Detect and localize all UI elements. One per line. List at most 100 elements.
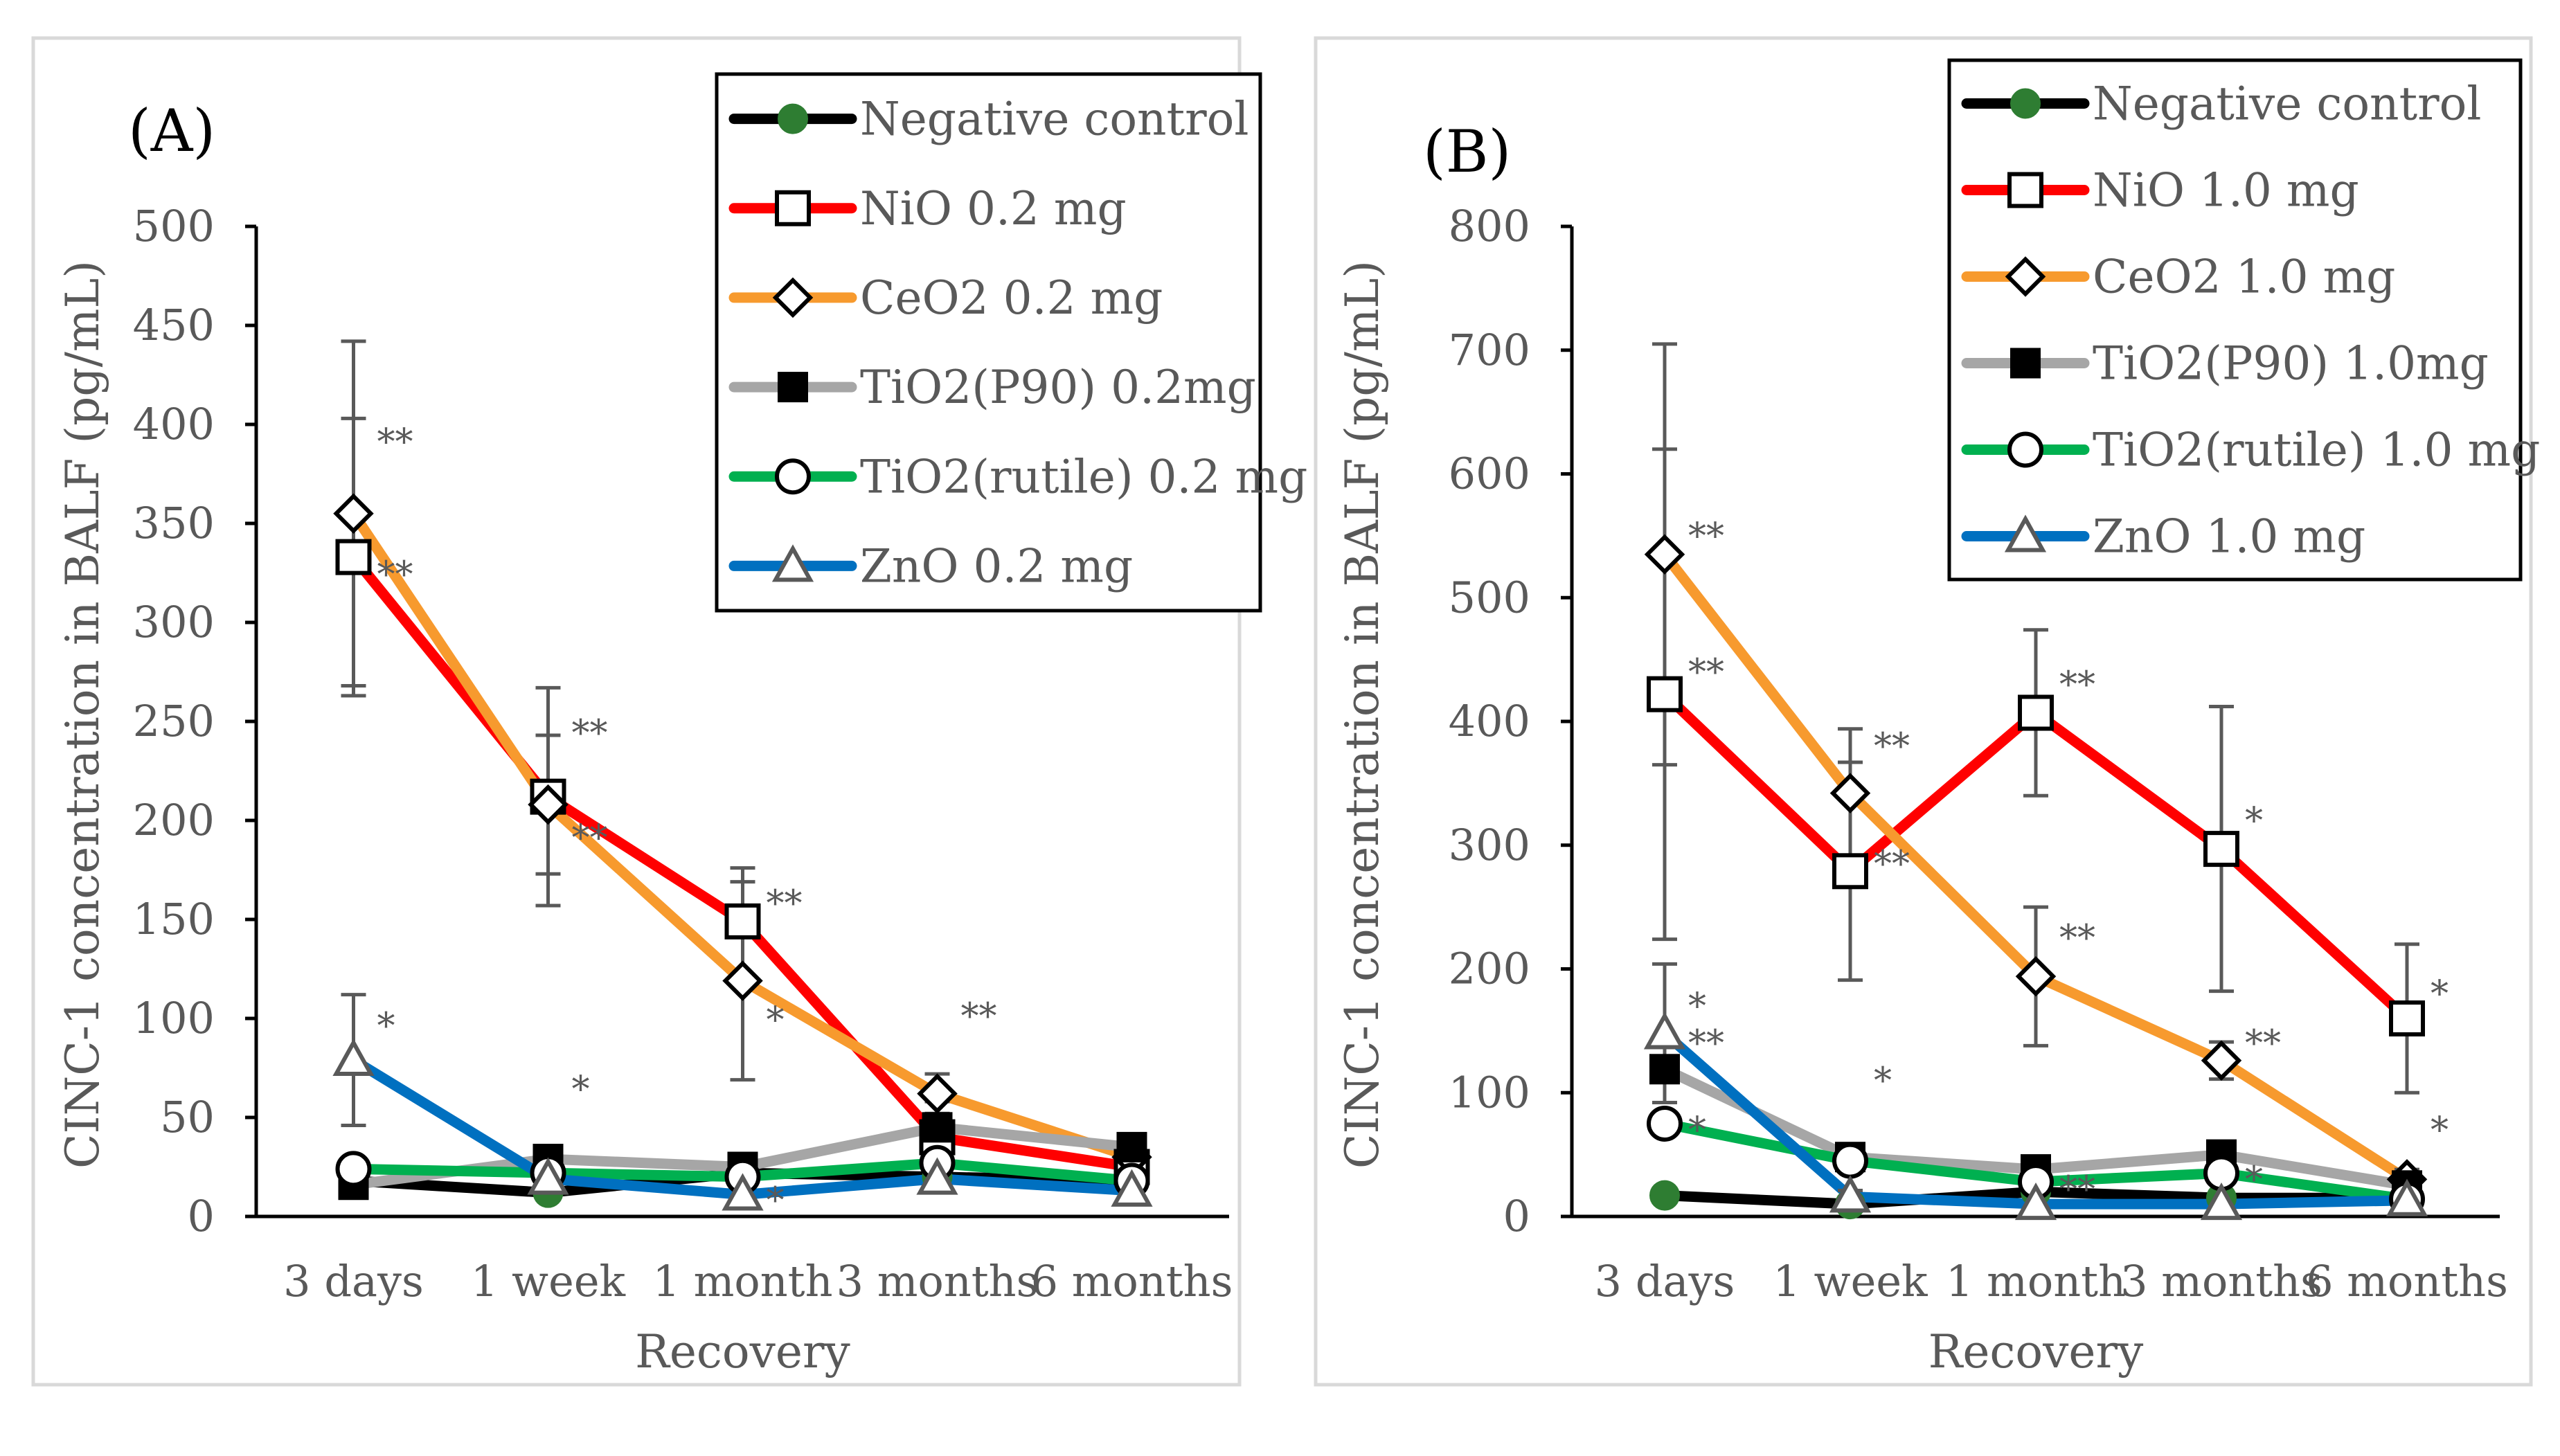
legend-marker-ceo2-1-0-mg — [2005, 256, 2046, 297]
significance-marker: ** — [377, 422, 413, 463]
significance-marker: ** — [1874, 726, 1910, 768]
data-point-zno-0-2-mg — [916, 1157, 958, 1195]
x-tick-label: 1 month — [1946, 1256, 2126, 1306]
data-point-ceo2-1-0-mg — [2015, 955, 2057, 997]
chart-panel-b: 0 100 200 300 400 500 600 700 800 3 days 1 week 1 m… — [1314, 36, 2540, 1387]
panel-label: (A) — [128, 97, 215, 165]
x-tick-label: 3 months — [836, 1256, 1039, 1306]
y-axis-title: CINC-1 concentration in BALF (pg/mL) — [1336, 260, 1389, 1169]
data-point-nio-1-0-mg — [2203, 831, 2239, 868]
data-point-nio-1-0-mg — [2018, 694, 2054, 731]
legend-marker-nio-1-0-mg — [2007, 172, 2043, 208]
y-tick-label: 0 — [1503, 1191, 1530, 1241]
significance-marker: * — [767, 1180, 785, 1221]
significance-marker: ** — [572, 818, 608, 859]
data-point-zno-0-2-mg — [1111, 1169, 1153, 1207]
significance-marker: ** — [2059, 664, 2095, 705]
legend-label-nio-0-2-mg: NiO 0.2 mg — [860, 182, 1127, 235]
data-point-nio-0-2-mg — [335, 539, 372, 575]
y-tick-label: 350 — [133, 498, 215, 548]
data-point-tio2-p90-0-2mg — [922, 1112, 953, 1143]
significance-marker: ** — [1688, 1023, 1724, 1065]
legend-label-negative-control: Negative control — [860, 93, 1248, 146]
data-point-ceo2-1-0-mg — [1644, 534, 1685, 575]
x-tick-label: 1 week — [1773, 1256, 1928, 1306]
significance-marker: ** — [2059, 1169, 2095, 1211]
y-tick-label: 250 — [133, 696, 215, 746]
data-point-ceo2-0-2-mg — [917, 1073, 958, 1114]
y-tick-label: 450 — [133, 300, 215, 350]
data-point-zno-1-0-mg — [2386, 1178, 2428, 1216]
legend-marker-tio2-rutile-1-0-mg — [2007, 431, 2043, 468]
legend-marker-negative-control — [2010, 88, 2041, 119]
legend-marker-tio2-rutile-0-2-mg — [775, 458, 811, 495]
data-point-tio2-rutile-1-0-mg — [1647, 1105, 1683, 1142]
data-point-zno-0-2-mg — [332, 1038, 375, 1077]
legend-label-ceo2-1-0-mg: CeO2 1.0 mg — [2093, 251, 2395, 304]
legend-label-tio2-p90-1-0mg: TiO2(P90) 1.0mg — [2093, 337, 2489, 390]
y-tick-label: 100 — [1449, 1067, 1530, 1117]
legend-marker-nio-0-2-mg — [775, 190, 811, 226]
legend-marker-zno-0-2-mg — [771, 544, 814, 582]
x-tick-label: 3 months — [2120, 1256, 2322, 1306]
legend-marker-ceo2-0-2-mg — [772, 277, 814, 318]
legend-box — [1947, 58, 2523, 582]
x-tick-label: 3 days — [1595, 1256, 1735, 1306]
significance-marker: ** — [572, 712, 608, 754]
significance-marker: ** — [1688, 516, 1724, 557]
significance-marker: * — [2431, 1110, 2449, 1151]
legend-label-nio-1-0-mg: NiO 1.0 mg — [2093, 164, 2359, 217]
legend-marker-tio2-p90-1-0mg — [2010, 348, 2041, 379]
y-tick-label: 200 — [1449, 944, 1530, 994]
x-tick-label: 3 days — [283, 1256, 424, 1306]
data-point-tio2-p90-0-2mg — [1116, 1131, 1147, 1162]
data-point-zno-0-2-mg — [722, 1173, 764, 1211]
data-point-ceo2-0-2-mg — [722, 960, 763, 1001]
x-tick-label: 1 week — [471, 1256, 626, 1306]
y-tick-label: 600 — [1449, 449, 1530, 499]
significance-marker: * — [572, 1069, 590, 1111]
data-point-tio2-rutile-1-0-mg — [1832, 1142, 1868, 1179]
legend-label-zno-0-2-mg: ZnO 0.2 mg — [860, 539, 1133, 593]
significance-marker: ** — [2059, 918, 2095, 960]
significance-marker: ** — [767, 883, 803, 924]
panel-label: (B) — [1423, 118, 1511, 186]
chart-panel-a: 0 50 100 150 200 250 300 350 400 450 500 3 days 1 we… — [31, 36, 1307, 1387]
y-tick-label: 50 — [160, 1092, 215, 1142]
legend-label-negative-control: Negative control — [2093, 78, 2481, 131]
significance-marker: ** — [1688, 651, 1724, 693]
significance-marker: * — [2245, 800, 2263, 842]
data-point-nio-1-0-mg — [2389, 1000, 2425, 1036]
y-tick-label: 500 — [1449, 572, 1530, 622]
data-point-tio2-p90-1-0mg — [1649, 1054, 1680, 1085]
data-point-zno-1-0-mg — [2200, 1182, 2243, 1221]
y-tick-label: 300 — [133, 597, 215, 647]
significance-marker: * — [1688, 1110, 1706, 1151]
data-point-zno-0-2-mg — [527, 1157, 569, 1195]
y-tick-label: 200 — [133, 795, 215, 845]
y-tick-label: 0 — [188, 1191, 215, 1241]
data-point-ceo2-0-2-mg — [528, 784, 569, 825]
data-point-ceo2-1-0-mg — [2201, 1040, 2242, 1081]
x-axis-title: Recovery — [635, 1325, 850, 1378]
significance-marker: ** — [1874, 843, 1910, 885]
significance-marker: * — [2431, 973, 2449, 1015]
x-tick-label: 1 month — [652, 1256, 832, 1306]
significance-marker: ** — [377, 555, 413, 596]
legend-marker-zno-1-0-mg — [2004, 514, 2047, 552]
data-point-zno-1-0-mg — [1643, 1012, 1686, 1050]
legend-marker-negative-control — [778, 103, 808, 134]
y-tick-label: 400 — [133, 399, 215, 449]
significance-marker: ** — [961, 996, 997, 1037]
y-tick-label: 150 — [133, 894, 215, 944]
data-point-zno-1-0-mg — [2014, 1182, 2057, 1221]
y-tick-label: 400 — [1449, 696, 1530, 746]
legend-label-ceo2-0-2-mg: CeO2 0.2 mg — [860, 271, 1163, 325]
data-point-zno-1-0-mg — [1829, 1175, 1872, 1213]
significance-marker: * — [2245, 1159, 2263, 1201]
significance-marker: * — [767, 1000, 785, 1041]
data-point-negative-control — [1649, 1180, 1680, 1211]
y-tick-label: 800 — [1449, 201, 1530, 251]
x-axis-title: Recovery — [1928, 1325, 2144, 1378]
